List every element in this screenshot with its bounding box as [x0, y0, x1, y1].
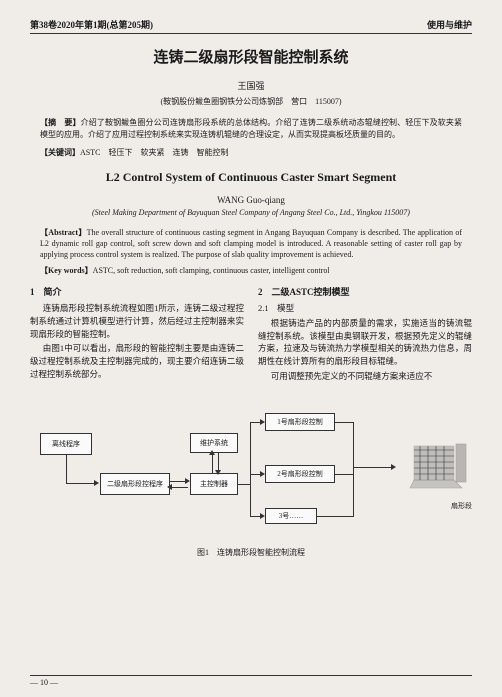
node-seg1: 1号扇形段控制	[265, 413, 335, 431]
arrow-icon	[167, 484, 172, 490]
edge	[66, 455, 67, 483]
arrow-icon	[260, 471, 265, 477]
right-column: 2 二级ASTC控制模型 2.1 模型 根据铸造产品的内部质量的需求，实施适当的…	[258, 286, 472, 385]
keywords-chinese: 【关键词】ASTC 轻压下 软夹紧 连铸 智能控制	[40, 147, 462, 158]
edge	[212, 453, 213, 473]
header-right: 使用与维护	[427, 18, 472, 31]
page-header: 第38卷2020年第1期(总第205期) 使用与维护	[30, 18, 472, 34]
edge	[250, 422, 251, 517]
abstract-chinese: 【摘 要】介绍了鞍钢鲅鱼圈分公司连铸扇形段系统的总体结构。介绍了连铸二级系统动态…	[40, 117, 462, 141]
section-1-heading: 1 简介	[30, 286, 244, 300]
section-2-heading: 2 二级ASTC控制模型	[258, 286, 472, 300]
section-2-1-heading: 2.1 模型	[258, 302, 472, 315]
abstract-en-text: The overall structure of continuous cast…	[40, 228, 462, 259]
abstract-cn-text: 介绍了鞍钢鲅鱼圈分公司连铸扇形段系统的总体结构。介绍了连铸二级系统动态辊缝控制、…	[40, 118, 462, 139]
section-1-para-2: 由图1中可以看出，扇形段的智能控制主要是由连铸二级过程控制系统及主控制器完成的，…	[30, 342, 244, 380]
keywords-english: 【Key words】ASTC, soft reduction, soft cl…	[40, 265, 462, 276]
kw-cn-text: ASTC 轻压下 软夹紧 连铸 智能控制	[80, 148, 228, 157]
section-2-para-1: 根据铸造产品的内部质量的需求，实施适当的铸流辊缝控制系统。该模型由奥钢联开发，根…	[258, 317, 472, 368]
figure-1-caption: 图1 连铸扇形段智能控制流程	[30, 547, 472, 558]
edge	[353, 467, 393, 468]
author-chinese: 王国强	[30, 79, 472, 92]
arrow-icon	[94, 480, 99, 486]
kw-cn-label: 【关键词】	[40, 148, 80, 157]
node-seg2: 2号扇形段控制	[265, 465, 335, 483]
arrow-icon	[391, 464, 396, 470]
author-english: WANG Guo-qiang	[30, 195, 472, 205]
section-1-para-1: 连铸扇形段控制系统流程如图1所示，连铸二级过程控制系统通过计算机模型进行计算，然…	[30, 302, 244, 340]
page-number: — 10 —	[30, 678, 58, 687]
node-main: 主控制器	[190, 473, 238, 495]
kw-en-label: 【Key words】	[40, 266, 93, 275]
arrow-icon	[260, 419, 265, 425]
arrow-icon	[209, 450, 215, 455]
node-seg3: 3号……	[265, 508, 317, 524]
arrow-icon	[215, 470, 221, 475]
title-english: L2 Control System of Continuous Caster S…	[30, 170, 472, 185]
figure-1-diagram: 离线程序 二级扇形段控程序 维护系统 主控制器 1号扇形段控制 2号扇形段控制 …	[30, 393, 472, 543]
kw-en-text: ASTC, soft reduction, soft clamping, con…	[93, 266, 330, 275]
abstract-cn-label: 【摘 要】	[40, 118, 81, 127]
machine-label: 扇形段	[451, 501, 472, 511]
edge	[335, 474, 353, 475]
segment-machine-icon	[408, 438, 470, 496]
abstract-en-label: 【Abstract】	[40, 228, 87, 237]
edge	[335, 422, 353, 423]
affiliation-chinese: (鞍钢股份鲅鱼圈钢铁分公司炼钢部 营口 115007)	[30, 96, 472, 107]
edge	[317, 516, 353, 517]
arrow-icon	[260, 513, 265, 519]
section-2-para-2: 可用调整预先定义的不同辊缝方案来适应不	[258, 370, 472, 383]
body-columns: 1 简介 连铸扇形段控制系统流程如图1所示，连铸二级过程控制系统通过计算机模型进…	[30, 286, 472, 385]
affiliation-english: (Steel Making Department of Bayuquan Ste…	[30, 208, 472, 217]
edge	[170, 487, 188, 488]
page-footer: — 10 —	[30, 675, 472, 687]
abstract-english: 【Abstract】The overall structure of conti…	[40, 227, 462, 261]
arrow-icon	[185, 478, 190, 484]
title-chinese: 连铸二级扇形段智能控制系统	[30, 46, 472, 67]
node-l2: 二级扇形段控程序	[100, 473, 170, 495]
edge	[66, 483, 96, 484]
edge	[353, 422, 354, 517]
header-left: 第38卷2020年第1期(总第205期)	[30, 18, 153, 31]
left-column: 1 简介 连铸扇形段控制系统流程如图1所示，连铸二级过程控制系统通过计算机模型进…	[30, 286, 244, 385]
edge	[238, 484, 250, 485]
node-offline: 离线程序	[40, 433, 92, 455]
